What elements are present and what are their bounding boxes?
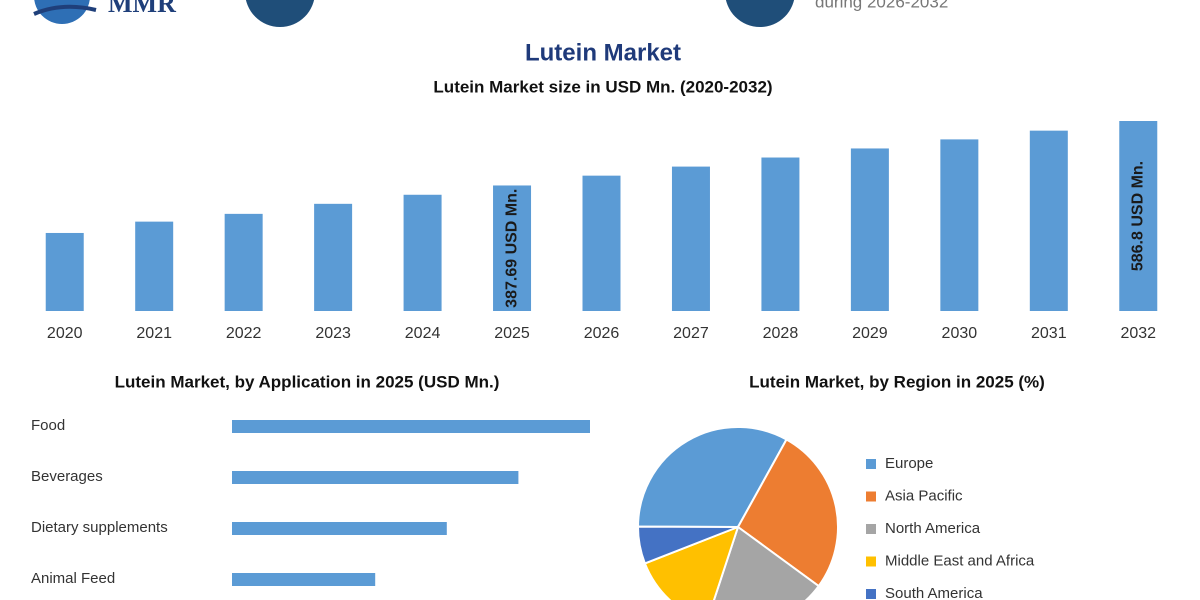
legend-label: North America bbox=[885, 520, 981, 537]
x-tick-label: 2021 bbox=[136, 325, 172, 342]
chart-title: Lutein Market, by Region in 2025 (%) bbox=[749, 372, 1045, 391]
bar bbox=[1029, 130, 1068, 311]
bar bbox=[671, 166, 710, 311]
legend-label: South America bbox=[885, 585, 983, 600]
page-title: Lutein Market bbox=[525, 39, 681, 66]
legend-label: Europe bbox=[885, 455, 933, 472]
legend-swatch bbox=[866, 459, 876, 469]
x-tick-label: 2029 bbox=[852, 325, 888, 342]
legend-swatch bbox=[866, 556, 876, 567]
bar bbox=[232, 420, 590, 433]
x-tick-label: 2031 bbox=[1031, 325, 1067, 342]
header-note: during 2026-2032 bbox=[815, 0, 948, 11]
bar bbox=[493, 185, 532, 311]
x-tick-label: 2025 bbox=[494, 325, 530, 342]
data-label: 387.69 USD Mn. bbox=[503, 189, 520, 308]
header-icon bbox=[245, 0, 315, 27]
category-label: Dietary supplements bbox=[31, 519, 168, 536]
bar bbox=[45, 232, 84, 311]
legend-swatch bbox=[866, 524, 876, 534]
bar bbox=[232, 573, 376, 586]
bar bbox=[582, 175, 621, 311]
x-tick-label: 2026 bbox=[584, 325, 620, 342]
bar bbox=[232, 471, 519, 484]
pie-slice bbox=[636, 426, 788, 529]
x-tick-label: 2030 bbox=[942, 325, 978, 342]
bar bbox=[135, 221, 174, 311]
x-tick-label: 2023 bbox=[315, 325, 351, 342]
x-tick-label: 2027 bbox=[673, 325, 709, 342]
x-tick-label: 2022 bbox=[226, 325, 262, 342]
legend-label: Middle East and Africa bbox=[885, 552, 1035, 569]
bar bbox=[1119, 121, 1158, 311]
chart-title: Lutein Market size in USD Mn. (2020-2032… bbox=[433, 77, 772, 96]
x-tick-label: 2028 bbox=[763, 325, 799, 342]
logo-text: MMR bbox=[108, 0, 176, 18]
category-label: Beverages bbox=[31, 468, 103, 485]
bar bbox=[940, 139, 979, 311]
pie-slice bbox=[736, 438, 839, 588]
x-tick-label: 2024 bbox=[405, 325, 441, 342]
bar bbox=[403, 194, 442, 311]
chart-title: Lutein Market, by Application in 2025 (U… bbox=[115, 372, 500, 391]
bar bbox=[232, 522, 447, 535]
legend-label: Asia Pacific bbox=[885, 487, 963, 504]
pie-slice bbox=[712, 525, 821, 600]
bar bbox=[314, 203, 353, 311]
category-label: Animal Feed bbox=[31, 570, 115, 587]
category-label: Food bbox=[31, 417, 65, 434]
legend-swatch bbox=[866, 491, 876, 502]
bar bbox=[850, 148, 889, 311]
logo-swoosh bbox=[33, 4, 97, 16]
legend-swatch bbox=[866, 589, 876, 599]
pie-slice bbox=[637, 525, 739, 565]
header-icon bbox=[725, 0, 795, 27]
bar bbox=[761, 157, 800, 311]
bar bbox=[224, 213, 263, 311]
x-tick-label: 2032 bbox=[1120, 325, 1156, 342]
data-label: 586.8 USD Mn. bbox=[1129, 161, 1146, 271]
x-tick-label: 2020 bbox=[47, 325, 83, 342]
